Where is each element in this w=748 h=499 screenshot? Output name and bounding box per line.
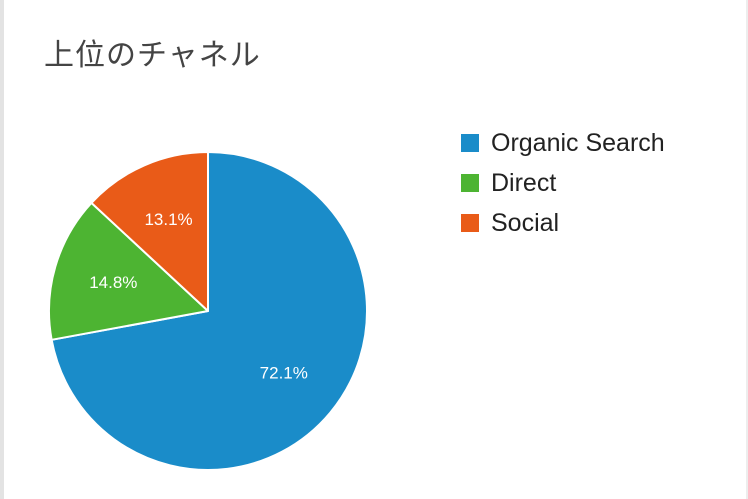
legend-label: Social — [491, 208, 560, 237]
legend-item-social[interactable]: Social — [461, 203, 665, 243]
chart-legend: Organic Search Direct Social — [461, 123, 665, 243]
legend-swatch — [461, 214, 479, 232]
pie-slices — [48, 151, 368, 471]
legend-label: Organic Search — [491, 128, 665, 157]
pie-chart: 72.1% 14.8% 13.1% — [48, 151, 368, 471]
pie-slice-social[interactable] — [90, 151, 209, 312]
data-label-social: 13.1% — [144, 210, 192, 229]
data-label-direct: 14.8% — [89, 273, 137, 292]
data-label-organic-search: 72.1% — [260, 364, 308, 383]
chart-title: 上位のチャネル — [44, 38, 261, 73]
legend-item-direct[interactable]: Direct — [461, 163, 665, 203]
pie-slice-direct[interactable] — [48, 201, 209, 341]
legend-item-organic-search[interactable]: Organic Search — [461, 123, 665, 163]
legend-label: Direct — [491, 168, 557, 197]
legend-swatch — [461, 134, 479, 152]
legend-swatch — [461, 174, 479, 192]
pie-slice-organic-search[interactable] — [50, 151, 368, 471]
pie-data-labels: 72.1% 14.8% 13.1% — [89, 210, 308, 382]
